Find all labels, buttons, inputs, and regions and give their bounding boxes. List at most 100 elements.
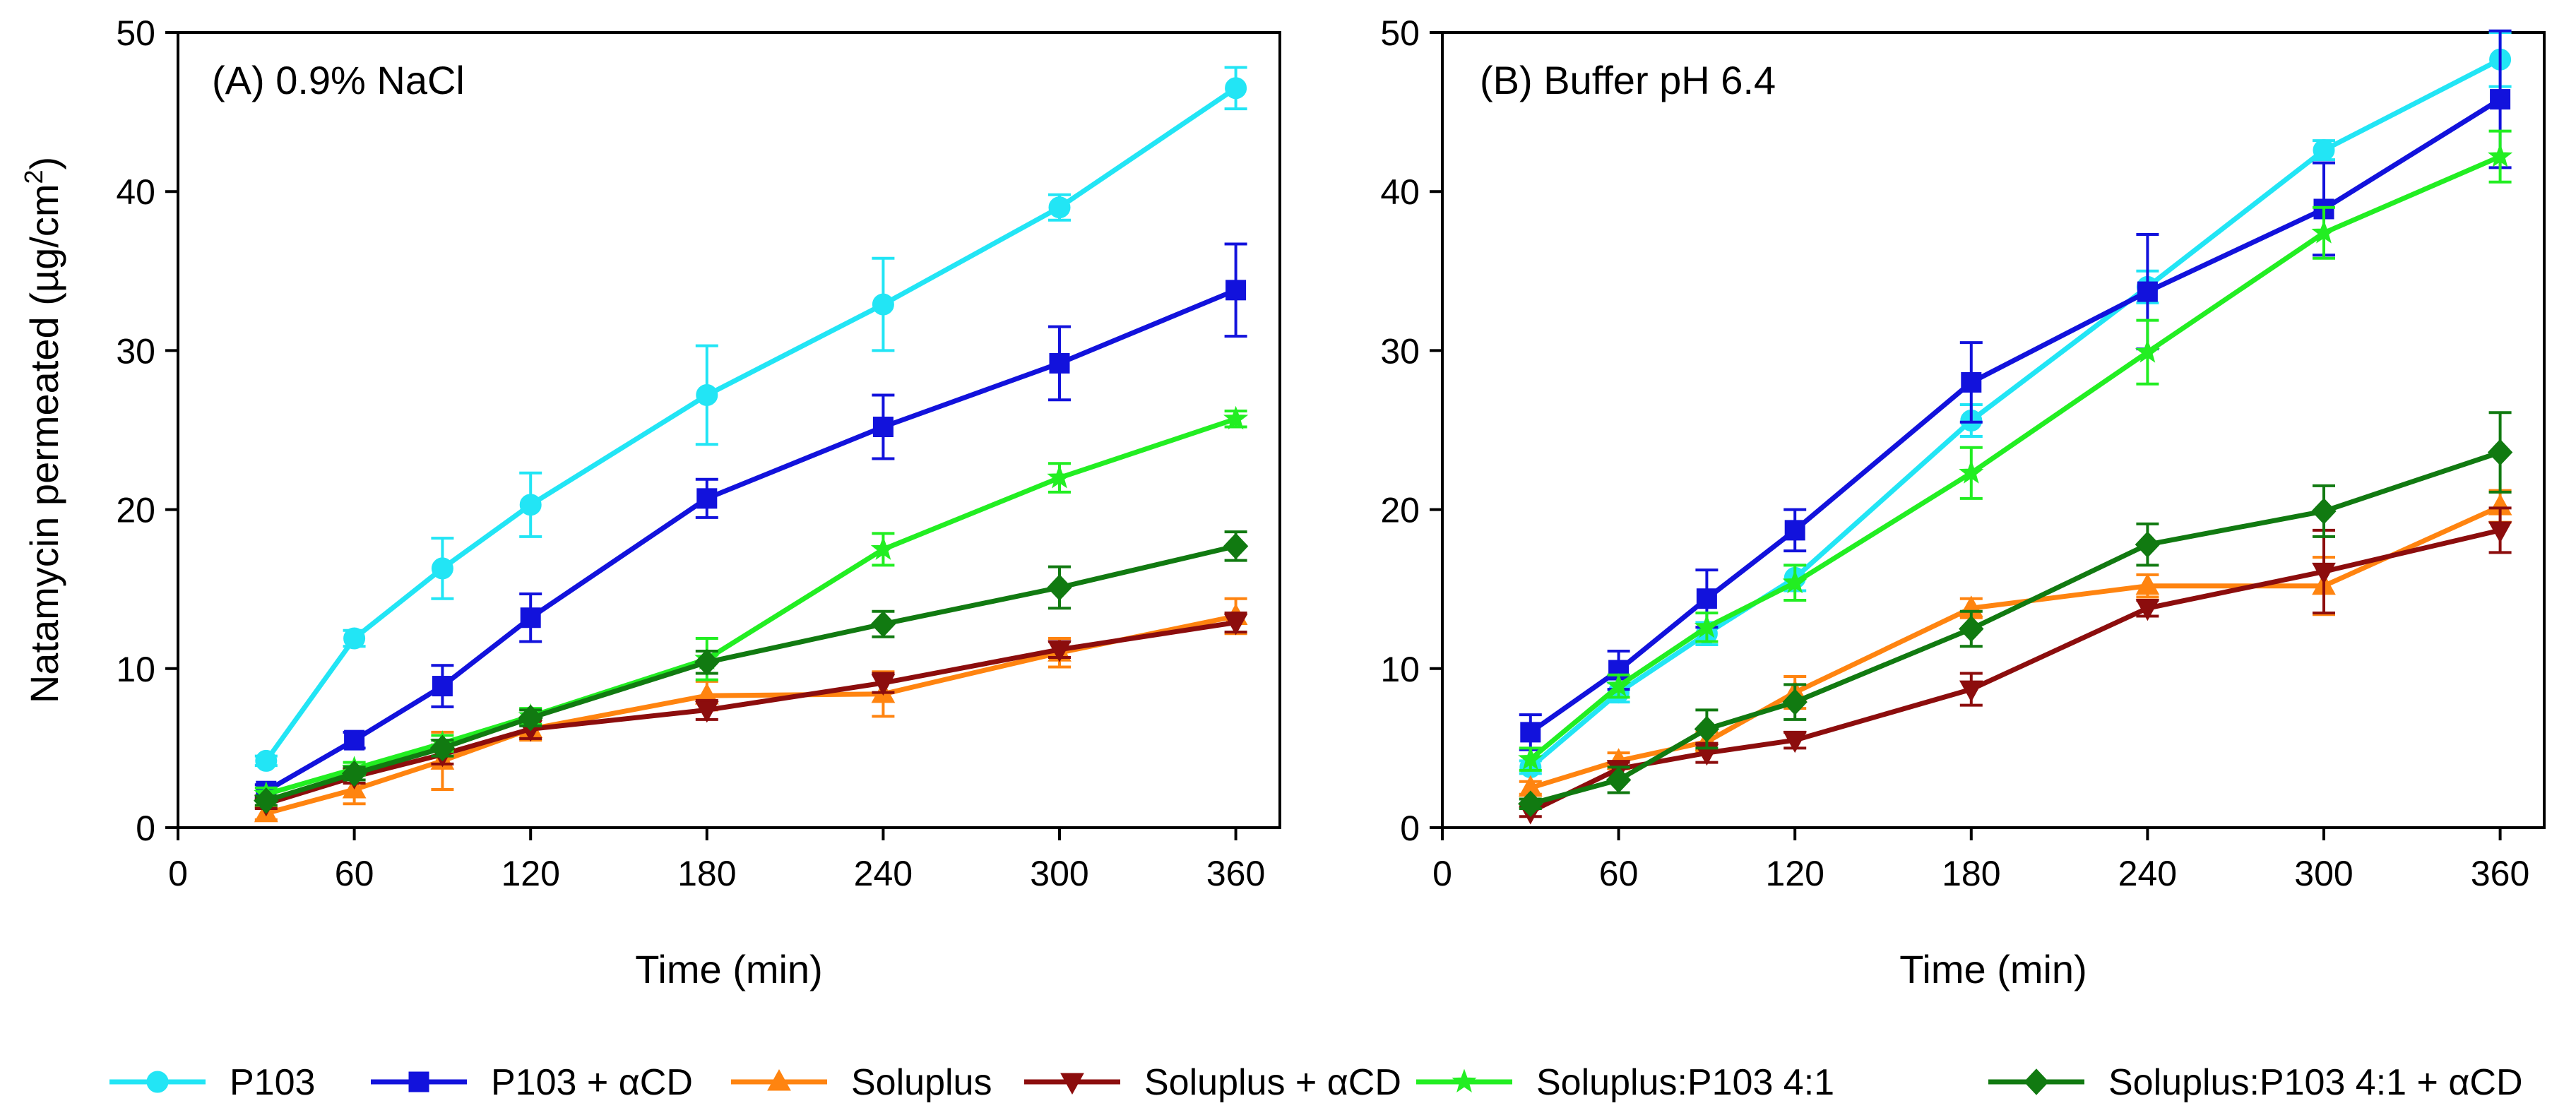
series-5	[254, 530, 1249, 814]
series-line	[1529, 154, 2501, 761]
x-tick-label: 300	[2294, 854, 2353, 893]
data-point	[1223, 532, 1249, 560]
data-point	[872, 416, 894, 437]
data-point	[696, 383, 718, 406]
data-point	[1606, 673, 1632, 697]
legend-label: Soluplus:P103 4:1 + αCD	[2108, 1062, 2523, 1103]
panel-a-title: (A) 0.9% NaCl	[212, 58, 465, 102]
series-4	[254, 405, 1249, 805]
data-point	[1782, 569, 1808, 594]
x-tick-label: 180	[1942, 854, 2000, 893]
y-tick-label: 10	[1380, 650, 1420, 689]
data-point	[2311, 220, 2337, 244]
y-axis-title-close: )	[22, 157, 66, 170]
y-tick-label: 0	[136, 809, 155, 848]
y-tick-label: 50	[1380, 13, 1420, 53]
series-5	[1518, 411, 2513, 817]
y-tick-label: 10	[116, 650, 155, 689]
series-0	[254, 66, 1247, 772]
data-point	[518, 704, 543, 732]
series-line	[1529, 504, 2502, 791]
legend-item: Soluplus:P103 4:1 + αCD	[1988, 1062, 2523, 1103]
legend-item: P103	[109, 1062, 315, 1103]
legend-item: Soluplus + αCD	[1024, 1062, 1401, 1103]
data-point	[1696, 588, 1717, 609]
data-point	[520, 607, 541, 628]
series-line	[265, 620, 1237, 806]
data-point	[1047, 574, 1072, 601]
y-tick-label: 20	[116, 491, 155, 530]
data-point	[1225, 77, 1247, 100]
data-point	[1047, 641, 1072, 662]
series-line	[1529, 528, 2501, 814]
data-point	[1047, 465, 1072, 489]
data-point	[2488, 521, 2512, 543]
x-tick-label: 240	[854, 854, 913, 893]
data-point	[694, 701, 719, 723]
axes-a: 0 60 120 180 240 300 360 0 10 20 30 40 50	[116, 13, 1265, 893]
panel-a: (A) 0.9% NaCl Time (min) Natamycin perme…	[19, 13, 1281, 991]
series-line	[1529, 450, 2501, 806]
series-3	[254, 611, 1248, 817]
data-point	[1694, 614, 1719, 638]
series-4	[1518, 129, 2513, 772]
data-point	[1961, 371, 1982, 393]
series-line	[1529, 57, 2502, 770]
data-point	[1605, 766, 1632, 794]
data-point	[694, 649, 720, 676]
data-point	[872, 293, 894, 316]
axes-b: 0 60 120 180 240 300 360 0 10 20 30 40 50	[1380, 13, 2529, 893]
data-point	[343, 627, 366, 650]
data-point	[1959, 680, 1983, 703]
legend-item: Soluplus:P103 4:1	[1416, 1062, 1834, 1103]
series-0	[1519, 31, 2512, 778]
x-tick-label: 0	[1432, 854, 1452, 893]
x-tick-label: 300	[1030, 854, 1088, 893]
legend-label: P103 + αCD	[491, 1062, 693, 1103]
x-tick-label: 120	[1765, 854, 1824, 893]
legend-label: Soluplus + αCD	[1144, 1062, 1401, 1103]
data-point	[1225, 280, 1247, 301]
data-point	[344, 729, 365, 751]
legend-marker	[1060, 1073, 1084, 1095]
series-line	[265, 287, 1237, 794]
data-point	[2135, 339, 2160, 363]
panel-b-title: (B) Buffer pH 6.4	[1480, 58, 1776, 102]
y-tick-label: 30	[116, 331, 155, 371]
series-a	[254, 66, 1249, 823]
data-point	[870, 536, 896, 560]
data-point	[2311, 498, 2337, 525]
data-point	[1782, 689, 1808, 715]
data-point	[1694, 715, 1720, 743]
series-1	[1519, 29, 2512, 751]
x-tick-label: 360	[1206, 854, 1265, 893]
plot-frame-a	[177, 31, 1281, 829]
data-point	[2312, 562, 2336, 585]
y-tick-label: 20	[1380, 491, 1420, 530]
data-point	[1518, 790, 1543, 817]
data-point	[871, 674, 896, 696]
x-tick-label: 240	[2118, 854, 2177, 893]
data-point	[1223, 613, 1248, 636]
plot-frame-b	[1441, 31, 2546, 829]
panel-b: (B) Buffer pH 6.4 Time (min) 0 60 120 180 24…	[1380, 13, 2546, 991]
data-point	[429, 734, 456, 762]
series-line	[265, 543, 1237, 804]
data-point	[870, 611, 896, 638]
x-axis-title-b: Time (min)	[1899, 947, 2087, 991]
y-tick-label: 50	[116, 13, 155, 53]
x-tick-label: 120	[501, 854, 559, 893]
x-axis-title-a: Time (min)	[635, 947, 822, 991]
y-tick-label: 0	[1400, 809, 1420, 848]
data-point	[341, 760, 367, 787]
y-axis-title-a: Natamycin permeated (µg/cm2)	[19, 157, 66, 703]
data-point	[1959, 615, 1984, 643]
legend-item: P103 + αCD	[371, 1062, 693, 1103]
data-point	[1783, 731, 1808, 753]
data-point	[2135, 599, 2160, 621]
data-point	[2490, 89, 2511, 110]
data-point	[431, 557, 453, 580]
data-point	[254, 787, 279, 814]
data-point	[2313, 139, 2335, 162]
